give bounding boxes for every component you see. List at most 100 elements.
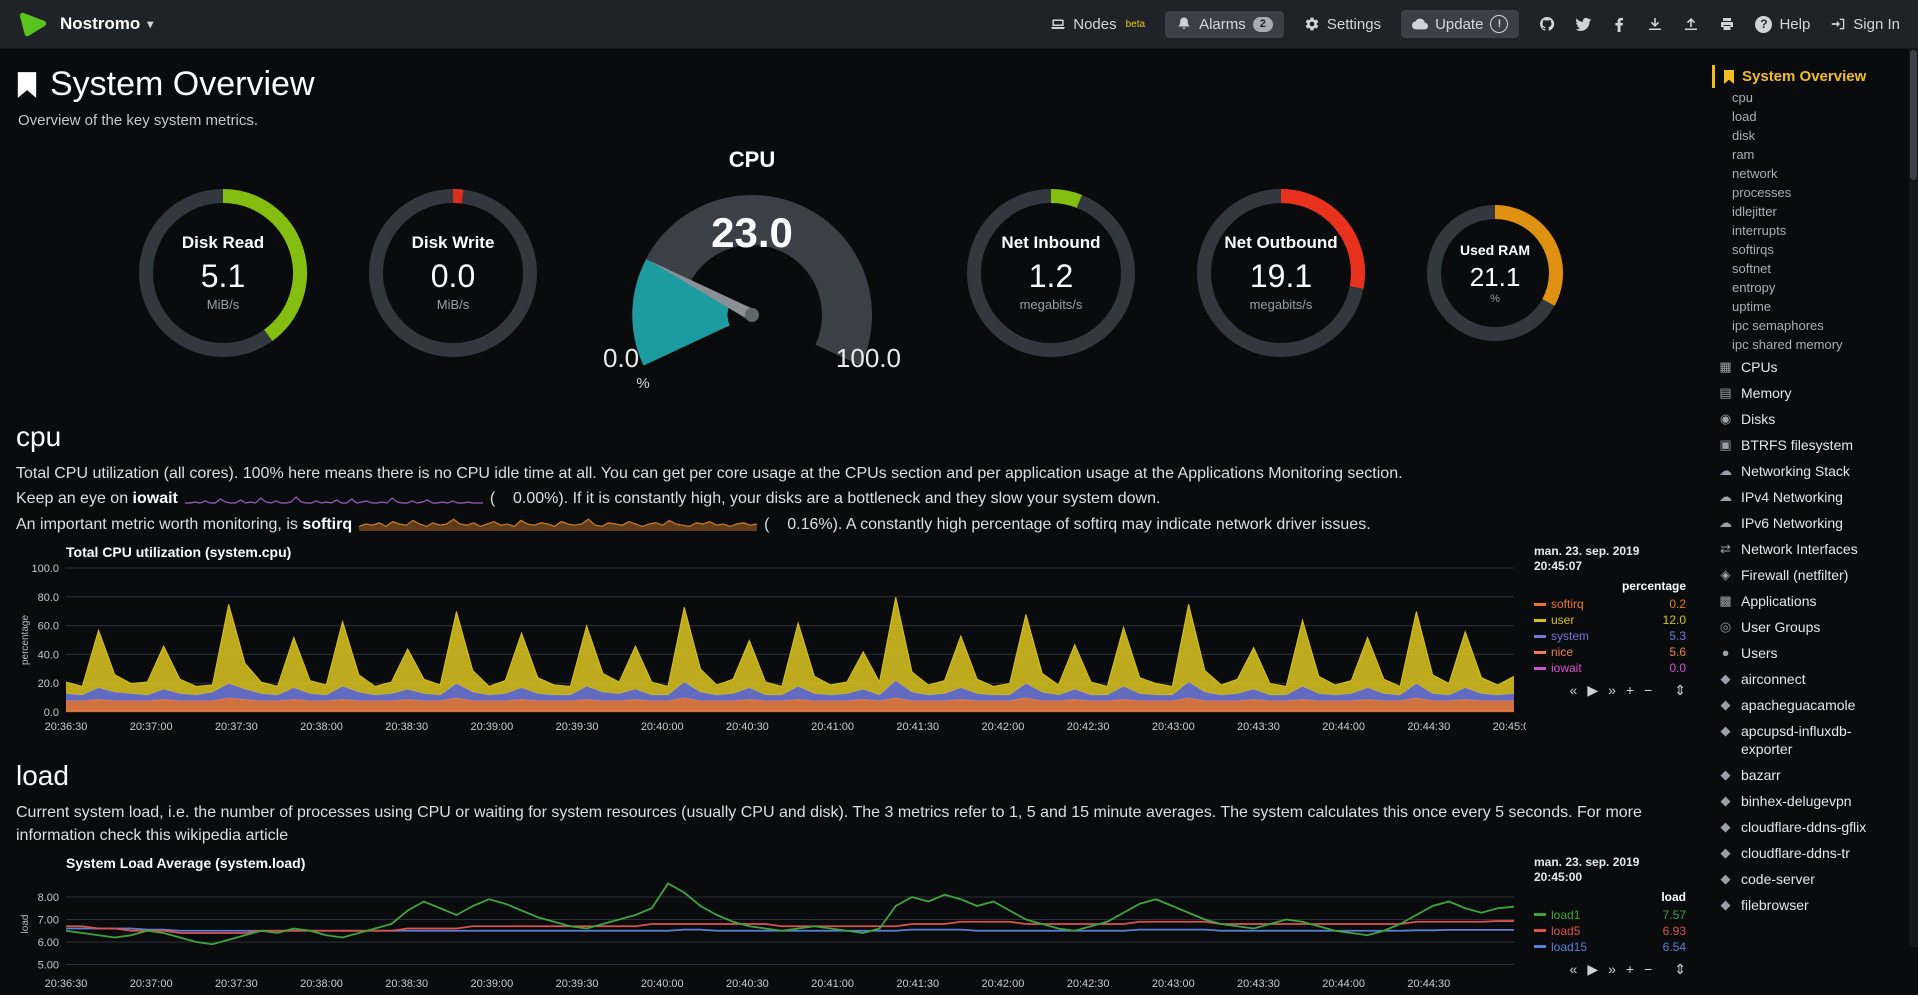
legend-time: 20:45:00	[1534, 869, 1583, 884]
legend-item-load5[interactable]: load5 6.93	[1534, 923, 1686, 939]
github-button[interactable]	[1539, 16, 1555, 32]
sidebar-subitem-disk[interactable]: disk	[1732, 128, 1756, 143]
sidebar-item-disks[interactable]: ◉ Disks	[1712, 406, 1896, 432]
gauge-used-ram[interactable]: Used RAM 21.1%	[1425, 203, 1565, 343]
scrollbar-thumb[interactable]	[1910, 50, 1917, 180]
play-button[interactable]: ▶	[1587, 960, 1599, 977]
sidebar-subitem-ram[interactable]: ram	[1732, 147, 1755, 162]
twitter-button[interactable]	[1575, 16, 1592, 32]
gauge-net-inbound[interactable]: Net Inbound 1.2 megabits/s	[965, 187, 1137, 359]
sidebar-item-user-groups[interactable]: ◎ User Groups	[1712, 614, 1896, 640]
sidebar-item-apacheguacamole[interactable]: ◆ apacheguacamole	[1712, 692, 1896, 718]
sidebar-item-system-overview[interactable]: System Overview	[1712, 65, 1912, 88]
scrollbar[interactable]	[1909, 48, 1918, 947]
svg-text:5.00: 5.00	[38, 959, 59, 971]
export-button[interactable]	[1683, 16, 1699, 32]
alarms-button[interactable]: Alarms 2	[1165, 10, 1284, 38]
pan-forward-button[interactable]: »	[1608, 682, 1616, 699]
sidebar-item-networking-stack[interactable]: ☁ Networking Stack	[1712, 458, 1896, 484]
sidebar-subitem-softirqs[interactable]: softirqs	[1732, 242, 1774, 257]
legend-item-iowait[interactable]: iowait 0.0	[1534, 660, 1686, 676]
gauge-disk-write[interactable]: Disk Write 0.0 MiB/s	[367, 187, 539, 359]
sidebar-item-btrfs-filesystem[interactable]: ▣ BTRFS filesystem	[1712, 432, 1896, 458]
pan-forward-button[interactable]: »	[1608, 960, 1616, 977]
sidebar-item-ipv4-networking[interactable]: ☁ IPv4 Networking	[1712, 484, 1896, 510]
sidebar-subitem-load[interactable]: load	[1732, 109, 1757, 124]
sidebar-item-cpus[interactable]: ▦ CPUs	[1712, 354, 1896, 380]
chart-load-plot[interactable]: 5.00 6.00 7.00 8.00 load 20:36:30 20:37:00 20:3…	[16, 873, 1526, 995]
update-button[interactable]: Update !	[1401, 10, 1520, 38]
chart-cpu-main: Total CPU utilization (system.cpu) 0.0 20.…	[16, 544, 1526, 738]
gauge-net-outbound[interactable]: Net Outbound 19.1 megabits/s	[1195, 187, 1367, 359]
sidebar-item-memory[interactable]: ▤ Memory	[1712, 380, 1896, 406]
sidebar-subitem-ipc-shared-memory[interactable]: ipc shared memory	[1732, 337, 1843, 352]
sidebar-item-cloudflare-ddns-tr[interactable]: ◆ cloudflare-ddns-tr	[1712, 840, 1896, 866]
pan-backward-button[interactable]: «	[1569, 682, 1578, 699]
sidebar-subitem-interrupts[interactable]: interrupts	[1732, 223, 1787, 238]
legend-value: 12.0	[1662, 613, 1686, 628]
facebook-button[interactable]	[1611, 16, 1627, 32]
sidebar-item-applications[interactable]: ▩ Applications	[1712, 588, 1896, 614]
pan-backward-button[interactable]: «	[1569, 960, 1578, 977]
svg-text:20:42:30: 20:42:30	[1067, 721, 1110, 733]
iowait-value: ( 0.00%).	[489, 490, 569, 508]
cloud-icon	[1412, 18, 1429, 30]
import-button[interactable]	[1647, 16, 1663, 32]
upload-icon	[1685, 18, 1698, 30]
sidebar-subitem-entropy[interactable]: entropy	[1732, 280, 1776, 295]
legend-item-nice[interactable]: nice 5.6	[1534, 644, 1686, 660]
svg-text:20:41:30: 20:41:30	[896, 978, 939, 990]
sidebar-item-cloudflare-ddns-gflix[interactable]: ◆ cloudflare-ddns-gflix	[1712, 814, 1896, 840]
svg-text:20:43:00: 20:43:00	[1152, 978, 1195, 990]
gauge-cpu[interactable]: CPU 23.0 0.0 100.0 %	[597, 147, 907, 399]
legend-item-user[interactable]: user 12.0	[1534, 612, 1686, 628]
gauge-unit: megabits/s	[1019, 297, 1083, 313]
play-button[interactable]: ▶	[1587, 682, 1599, 699]
legend-item-load1[interactable]: load1 7.57	[1534, 907, 1686, 923]
sidebar-item-firewall-netfilter[interactable]: ◈ Firewall (netfilter)	[1712, 562, 1896, 588]
cpu-gauge-value: 23.0	[711, 209, 793, 256]
svg-text:20:36:30: 20:36:30	[45, 721, 88, 733]
sidebar-subitem-ipc-semaphores[interactable]: ipc semaphores	[1732, 318, 1824, 333]
sidebar-item-network-interfaces[interactable]: ⇄ Network Interfaces	[1712, 536, 1896, 562]
resize-handle[interactable]: ⇕	[1674, 682, 1686, 699]
help-button[interactable]: ? Help	[1755, 15, 1810, 33]
legend-time: 20:45:07	[1534, 559, 1583, 574]
sidebar-subitem-softnet[interactable]: softnet	[1732, 261, 1772, 276]
sidebar-item-code-server[interactable]: ◆ code-server	[1712, 866, 1896, 892]
sidebar-item-apcupsd-influxdb-exporter[interactable]: ◆ apcupsd-influxdb-exporter	[1712, 718, 1896, 762]
sidebar-item-ipv6-networking[interactable]: ☁ IPv6 Networking	[1712, 510, 1896, 536]
resize-handle[interactable]: ⇕	[1674, 960, 1686, 977]
print-button[interactable]	[1719, 16, 1735, 32]
zoom-out-button[interactable]: −	[1644, 960, 1653, 977]
sidebar-subitem-network[interactable]: network	[1732, 166, 1778, 181]
sidebar-subitem-processes[interactable]: processes	[1732, 185, 1792, 200]
settings-button[interactable]: Settings	[1304, 16, 1381, 33]
sidebar-subitem-cpu[interactable]: cpu	[1732, 90, 1753, 105]
legend-item-system[interactable]: system 5.3	[1534, 628, 1686, 644]
zoom-in-button[interactable]: +	[1625, 682, 1635, 699]
zoom-out-button[interactable]: −	[1644, 682, 1653, 699]
topbar: Nostromo ▾ Nodes beta Alarms 2 Settings	[0, 0, 1918, 49]
svg-text:20:39:30: 20:39:30	[556, 978, 599, 990]
zoom-in-button[interactable]: +	[1625, 960, 1635, 977]
sidebar-item-bazarr[interactable]: ◆ bazarr	[1712, 762, 1896, 788]
svg-text:20:43:30: 20:43:30	[1237, 978, 1280, 990]
sidebar-item-binhex-delugevpn[interactable]: ◆ binhex-delugevpn	[1712, 788, 1896, 814]
gauge-value: 19.1	[1249, 257, 1313, 294]
sidebar-item-airconnect[interactable]: ◆ airconnect	[1712, 666, 1896, 692]
sidebar-subitem-uptime[interactable]: uptime	[1732, 299, 1772, 314]
legend-item-softirq[interactable]: softirq 0.2	[1534, 596, 1686, 612]
node-selector[interactable]: Nostromo ▾	[60, 14, 153, 34]
sidebar-item-users[interactable]: ● Users	[1712, 640, 1896, 666]
netdata-logo[interactable]	[18, 9, 48, 39]
nodes-button[interactable]: Nodes beta	[1050, 16, 1145, 33]
gauge-disk-read[interactable]: Disk Read 5.1 MiB/s	[137, 187, 309, 359]
signin-button[interactable]: Sign In	[1830, 16, 1900, 33]
sidebar-item-label: Users	[1741, 645, 1778, 661]
sidebar-subitem-idlejitter[interactable]: idlejitter	[1732, 204, 1777, 219]
chart-cpu-plot[interactable]: 0.0 20.0 40.0 60.0 80.0 100.0 percentage 20:36:…	[16, 562, 1526, 738]
iowait-keyword: iowait	[132, 490, 178, 508]
sidebar-item-filebrowser[interactable]: ◆ filebrowser	[1712, 892, 1896, 918]
cpu-description-2: Keep an eye on iowait ( 0.00%). If it is …	[16, 488, 1686, 510]
